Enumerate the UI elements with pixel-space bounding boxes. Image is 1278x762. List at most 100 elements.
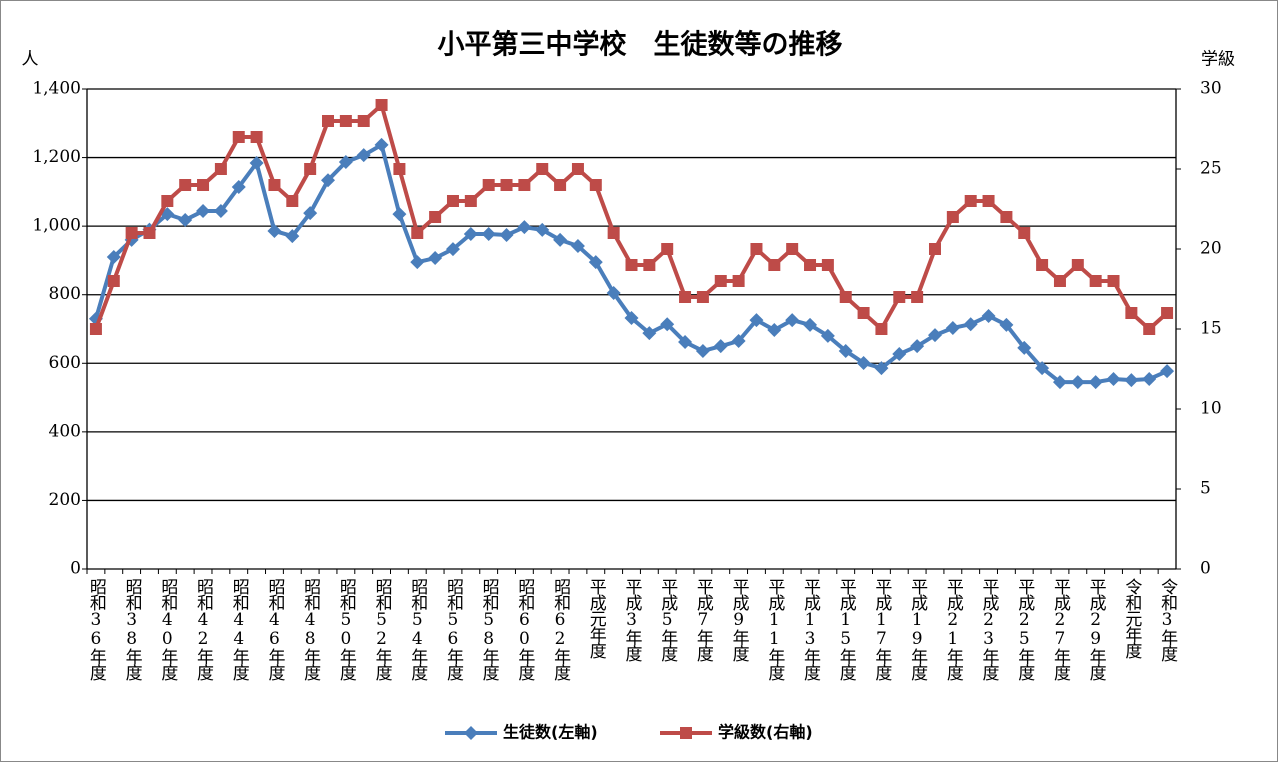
data-point (625, 259, 638, 271)
data-point (249, 156, 264, 171)
data-point (1017, 340, 1032, 355)
y-tick-label: 0 (70, 559, 81, 579)
x-tick-label: 昭和56年度 (442, 578, 463, 680)
x-tick-label: 平成19年度 (907, 578, 928, 680)
data-point (642, 326, 657, 341)
y-tick-label: 600 (49, 353, 81, 373)
data-point (589, 179, 602, 191)
data-point (321, 173, 336, 188)
data-point (838, 343, 853, 358)
data-point (981, 308, 996, 323)
data-point (231, 180, 246, 195)
data-point (518, 179, 531, 191)
y-axis-title: 人 (22, 50, 39, 70)
data-point (482, 179, 495, 191)
data-point (374, 137, 389, 152)
data-point (678, 335, 693, 350)
data-point (874, 361, 889, 376)
data-point (338, 155, 353, 170)
data-point (785, 313, 800, 328)
data-point (392, 207, 407, 222)
data-point (963, 317, 978, 332)
data-point (178, 212, 193, 227)
data-point (910, 339, 925, 354)
y-tick-label: 1,400 (32, 79, 81, 99)
data-point (1125, 307, 1138, 319)
data-point (820, 328, 835, 343)
data-point (786, 243, 799, 255)
x-tick-label: 平成15年度 (835, 578, 856, 680)
data-point (714, 275, 727, 287)
data-point (749, 313, 764, 328)
data-point (643, 259, 656, 271)
data-point (1000, 211, 1013, 223)
data-point (1107, 275, 1120, 287)
data-point (554, 179, 567, 191)
legend-label: 生徒数(左軸) (503, 723, 598, 742)
data-point (732, 275, 745, 287)
data-point (1124, 373, 1139, 388)
data-point (695, 343, 710, 358)
data-point (500, 179, 513, 191)
data-point (768, 259, 781, 271)
x-tick-label: 平成23年度 (978, 578, 999, 680)
data-point (1070, 375, 1085, 390)
data-point (1071, 259, 1084, 271)
data-point (481, 227, 496, 242)
data-point (946, 211, 959, 223)
data-point (571, 163, 584, 175)
data-point (893, 291, 906, 303)
x-tick-label: 昭和54年度 (407, 578, 428, 680)
data-point (1018, 227, 1031, 239)
x-tick-label: 令和元年度 (1121, 578, 1142, 658)
chart-title: 小平第三中学校 生徒数等の推移 (438, 29, 843, 61)
data-point (517, 220, 532, 235)
data-point (463, 227, 478, 242)
data-point (750, 243, 763, 255)
data-point (1088, 375, 1103, 390)
y2-tick-label: 10 (1200, 399, 1222, 419)
data-point (1160, 364, 1175, 379)
data-point (928, 243, 941, 255)
y2-axis-title: 学級 (1201, 50, 1235, 70)
data-point (821, 259, 834, 271)
x-tick-label: 昭和40年度 (157, 578, 178, 680)
data-point (696, 291, 709, 303)
data-point (161, 195, 174, 207)
data-point (911, 291, 924, 303)
data-point (250, 131, 263, 143)
data-point (982, 195, 995, 207)
y2-tick-label: 25 (1200, 159, 1222, 179)
data-point (857, 307, 870, 319)
x-tick-label: 昭和50年度 (335, 578, 356, 680)
data-point (713, 339, 728, 354)
data-point (303, 206, 318, 221)
x-tick-label: 平成29年度 (1085, 578, 1106, 680)
x-tick-label: 昭和38年度 (121, 578, 142, 680)
data-point (1036, 259, 1049, 271)
data-point (107, 275, 120, 287)
data-point (536, 163, 549, 175)
data-point (322, 115, 335, 127)
x-tick-label: 平成21年度 (942, 578, 963, 680)
x-tick-label: 平成13年度 (800, 578, 821, 680)
x-tick-label: 昭和46年度 (264, 578, 285, 680)
x-tick-label: 昭和58年度 (478, 578, 499, 680)
y-tick-label: 200 (49, 490, 81, 510)
data-point (89, 323, 102, 335)
data-point (1106, 372, 1121, 387)
x-tick-label: 平成3年度 (621, 578, 642, 661)
data-point (445, 242, 460, 257)
data-point (196, 204, 211, 219)
data-point (143, 227, 156, 239)
data-point (429, 211, 442, 223)
y2-tick-label: 30 (1200, 79, 1222, 99)
data-point (803, 317, 818, 332)
data-point (1089, 275, 1102, 287)
data-point (767, 323, 782, 338)
data-point (1143, 323, 1156, 335)
x-tick-label: 昭和60年度 (514, 578, 535, 680)
data-point (464, 195, 477, 207)
